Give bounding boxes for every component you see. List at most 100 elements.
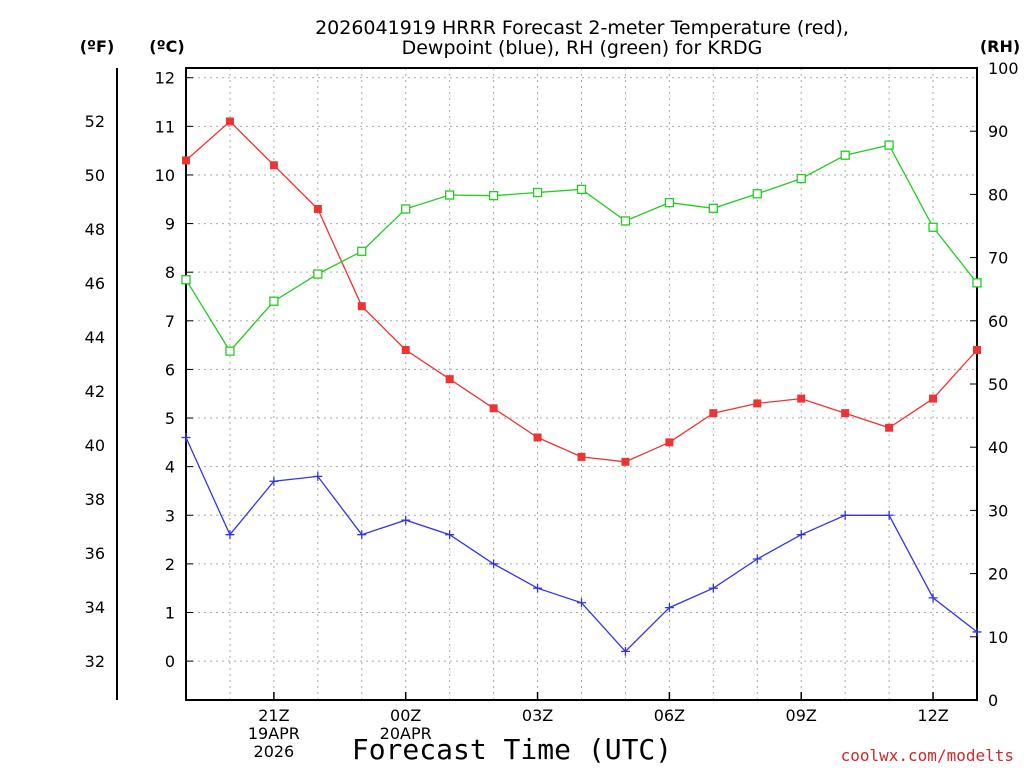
axes: 0123456789101112323436384042444648505201… xyxy=(85,59,1019,761)
rh-tick-label: 70 xyxy=(988,249,1008,268)
rh-data-point xyxy=(620,216,631,226)
fahrenheit-tick-label: 46 xyxy=(85,274,105,293)
celsius-tick-label: 9 xyxy=(165,215,175,234)
rh-tick-label: 0 xyxy=(988,691,998,710)
dewpoint-data-point xyxy=(752,554,762,564)
x-tick-label: 19APR xyxy=(248,724,300,743)
rh-data-point xyxy=(269,296,279,306)
rh-data-point xyxy=(664,197,675,208)
fahrenheit-unit-label: (ºF) xyxy=(80,37,115,56)
rh-tick-label: 60 xyxy=(988,312,1008,331)
x-axis-label: Forecast Time (UTC) xyxy=(352,733,672,766)
dewpoint-data-point xyxy=(357,530,367,540)
rh-data-point xyxy=(532,187,543,198)
fahrenheit-tick-label: 38 xyxy=(85,490,105,509)
rh-data-point xyxy=(928,222,938,232)
temperature-data-point xyxy=(621,457,630,466)
temperature-data-point xyxy=(841,409,850,418)
dewpoint-data-point xyxy=(401,515,411,525)
dewpoint-data-point xyxy=(972,627,982,637)
dewpoint-data-point xyxy=(620,646,630,656)
celsius-tick-label: 5 xyxy=(165,409,175,428)
celsius-tick-label: 12 xyxy=(155,69,175,88)
fahrenheit-tick-label: 34 xyxy=(85,598,105,617)
dewpoint-data-point xyxy=(313,471,323,481)
x-tick-label: 09Z xyxy=(786,706,817,725)
dewpoint-data-point xyxy=(840,510,850,520)
celsius-tick-label: 1 xyxy=(165,603,175,622)
temperature-data-point xyxy=(577,452,586,461)
temperature-data-point xyxy=(929,394,938,403)
celsius-tick-label: 2 xyxy=(165,555,175,574)
rh-data-point xyxy=(796,173,806,184)
celsius-tick-label: 10 xyxy=(155,166,175,185)
rh-tick-label: 90 xyxy=(988,122,1008,141)
chart-title: 2026041919 HRRR Forecast 2-meter Tempera… xyxy=(315,17,849,59)
credit-text: coolwx.com/modelts xyxy=(841,746,1014,765)
dewpoint-data-point xyxy=(225,530,235,540)
rh-data-point xyxy=(357,246,367,256)
rh-data-point xyxy=(752,189,762,199)
celsius-tick-label: 0 xyxy=(165,652,175,671)
celsius-tick-label: 11 xyxy=(155,117,175,136)
temperature-data-point xyxy=(753,399,762,408)
temperature-data-point xyxy=(885,423,894,432)
fahrenheit-tick-label: 44 xyxy=(85,328,105,347)
temperature-data-point xyxy=(709,409,718,418)
rh-data-point xyxy=(225,346,235,356)
dewpoint-data-point xyxy=(533,583,543,593)
x-tick-label: 2026 xyxy=(254,742,295,761)
rh-data-point xyxy=(884,140,894,150)
x-tick-label: 12Z xyxy=(917,706,948,725)
temperature-data-point xyxy=(401,345,410,354)
temperature-data-point xyxy=(445,375,454,384)
temperature-data-point xyxy=(269,161,278,170)
celsius-tick-label: 8 xyxy=(165,263,175,282)
temperature-data-point xyxy=(797,394,806,403)
dewpoint-data-point xyxy=(664,603,674,613)
dewpoint-data-point xyxy=(269,476,279,486)
fahrenheit-tick-label: 32 xyxy=(85,652,105,671)
dewpoint-data-point xyxy=(708,583,718,593)
fahrenheit-tick-label: 36 xyxy=(85,544,105,563)
dewpoint-data-point xyxy=(577,598,586,608)
rh-data-point xyxy=(445,190,455,200)
celsius-unit-label: (ºC) xyxy=(149,37,184,56)
fahrenheit-tick-label: 50 xyxy=(85,166,105,185)
celsius-tick-label: 6 xyxy=(165,360,175,379)
rh-data-point xyxy=(313,269,323,279)
dewpoint-data-point xyxy=(181,432,191,442)
rh-unit-label: (RH) xyxy=(980,37,1020,56)
dewpoint-data-point xyxy=(928,593,938,603)
fahrenheit-tick-label: 42 xyxy=(85,382,105,401)
rh-tick-label: 100 xyxy=(988,59,1019,78)
celsius-tick-label: 3 xyxy=(165,506,175,525)
rh-tick-label: 10 xyxy=(988,628,1008,647)
fahrenheit-tick-label: 52 xyxy=(85,112,105,131)
x-tick-label: 20APR xyxy=(380,724,432,743)
dewpoint-data-point xyxy=(796,530,806,540)
rh-tick-label: 80 xyxy=(988,185,1008,204)
temperature-data-point xyxy=(533,433,542,442)
temperature-data-point xyxy=(182,156,190,165)
temperature-data-point xyxy=(665,438,674,447)
dewpoint-series-line xyxy=(185,437,978,653)
temperature-data-point xyxy=(313,204,322,213)
x-tick-label: 21Z xyxy=(258,706,289,725)
series-layer xyxy=(181,117,982,656)
fahrenheit-tick-label: 48 xyxy=(85,220,105,239)
rh-data-point xyxy=(972,278,982,288)
temperature-data-point xyxy=(973,345,981,354)
rh-tick-label: 30 xyxy=(988,501,1008,520)
rh-data-point xyxy=(708,203,718,213)
fahrenheit-tick-label: 40 xyxy=(85,436,105,455)
rh-tick-label: 40 xyxy=(988,438,1008,457)
x-tick-label: 00Z xyxy=(390,706,421,725)
x-tick-label: 06Z xyxy=(654,706,685,725)
rh-data-point xyxy=(488,191,499,201)
temperature-data-point xyxy=(489,404,498,413)
chart-title-line-1: 2026041919 HRRR Forecast 2-meter Tempera… xyxy=(315,17,849,39)
temperature-data-point xyxy=(225,117,234,126)
celsius-tick-label: 7 xyxy=(165,312,175,331)
